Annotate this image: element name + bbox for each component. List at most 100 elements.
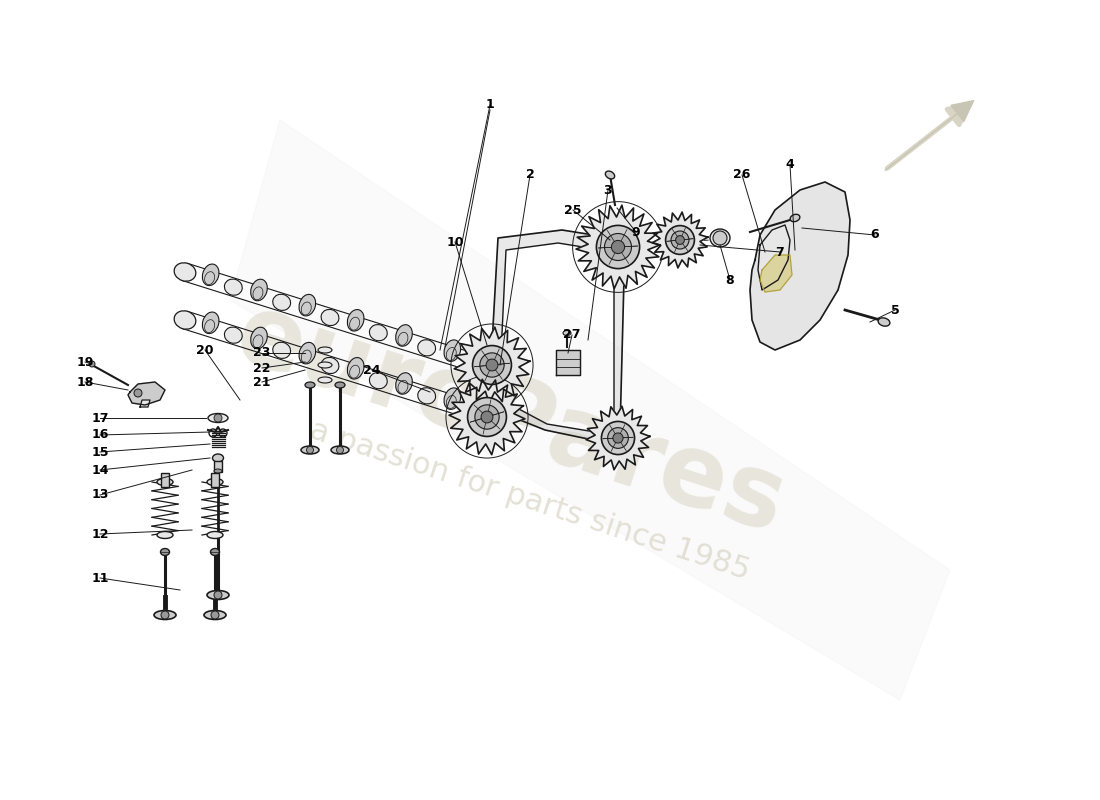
Text: euroPares: euroPares: [223, 286, 796, 554]
Ellipse shape: [251, 279, 267, 301]
Circle shape: [602, 422, 635, 454]
Ellipse shape: [204, 610, 226, 619]
Ellipse shape: [207, 531, 223, 538]
Circle shape: [666, 226, 694, 254]
Circle shape: [675, 235, 684, 245]
Polygon shape: [586, 406, 650, 470]
Polygon shape: [484, 230, 625, 445]
Polygon shape: [556, 350, 580, 375]
Ellipse shape: [212, 454, 223, 462]
Polygon shape: [750, 182, 850, 350]
Ellipse shape: [464, 354, 486, 372]
Ellipse shape: [154, 610, 176, 619]
Text: 4: 4: [785, 158, 794, 171]
Text: 9: 9: [631, 226, 640, 238]
Ellipse shape: [318, 362, 332, 368]
Circle shape: [612, 240, 625, 254]
Circle shape: [89, 361, 95, 367]
Text: 24: 24: [363, 363, 381, 377]
Bar: [214, 461, 222, 472]
Polygon shape: [652, 212, 708, 268]
Ellipse shape: [305, 382, 315, 388]
Text: 25: 25: [564, 203, 582, 217]
Ellipse shape: [464, 402, 486, 420]
Ellipse shape: [370, 373, 387, 389]
Polygon shape: [230, 120, 950, 700]
Circle shape: [713, 231, 727, 245]
Text: 18: 18: [76, 375, 94, 389]
Circle shape: [607, 428, 628, 448]
Polygon shape: [140, 400, 150, 407]
Text: 10: 10: [447, 235, 464, 249]
Circle shape: [214, 591, 222, 599]
Circle shape: [211, 611, 219, 619]
Text: 1: 1: [485, 98, 494, 111]
Ellipse shape: [301, 446, 319, 454]
Text: 27: 27: [563, 329, 581, 342]
Ellipse shape: [563, 330, 571, 335]
Text: 22: 22: [253, 362, 271, 374]
Circle shape: [480, 353, 504, 377]
Ellipse shape: [321, 358, 339, 374]
Ellipse shape: [318, 377, 332, 383]
Ellipse shape: [161, 549, 169, 555]
Ellipse shape: [207, 478, 223, 486]
Ellipse shape: [348, 358, 364, 379]
Text: 3: 3: [604, 183, 613, 197]
Text: 8: 8: [726, 274, 735, 286]
Ellipse shape: [336, 382, 345, 388]
Ellipse shape: [273, 342, 290, 358]
Text: 14: 14: [91, 463, 109, 477]
Circle shape: [134, 389, 142, 397]
Polygon shape: [760, 255, 792, 292]
Text: 12: 12: [91, 527, 109, 541]
Ellipse shape: [878, 318, 890, 326]
Polygon shape: [128, 382, 165, 405]
Circle shape: [307, 446, 314, 454]
Text: 7: 7: [776, 246, 784, 258]
Text: 2: 2: [526, 169, 535, 182]
Ellipse shape: [202, 264, 219, 286]
Circle shape: [214, 414, 222, 422]
Text: 17: 17: [91, 411, 109, 425]
Polygon shape: [758, 225, 790, 290]
Circle shape: [473, 346, 512, 385]
Ellipse shape: [174, 311, 196, 329]
Ellipse shape: [299, 294, 316, 316]
Text: 11: 11: [91, 571, 109, 585]
Ellipse shape: [157, 531, 173, 538]
Polygon shape: [449, 379, 525, 454]
Text: 6: 6: [871, 229, 879, 242]
Ellipse shape: [299, 342, 316, 364]
Ellipse shape: [273, 294, 290, 310]
Ellipse shape: [348, 310, 364, 331]
Ellipse shape: [224, 279, 242, 295]
Ellipse shape: [207, 590, 229, 599]
Circle shape: [161, 611, 169, 619]
Ellipse shape: [321, 310, 339, 326]
Circle shape: [475, 405, 499, 429]
Text: 19: 19: [76, 355, 94, 369]
Ellipse shape: [396, 373, 412, 394]
Text: 21: 21: [253, 375, 271, 389]
Text: 23: 23: [253, 346, 271, 359]
Ellipse shape: [396, 325, 412, 346]
Circle shape: [337, 446, 343, 454]
Ellipse shape: [174, 263, 196, 281]
Circle shape: [605, 234, 631, 261]
Ellipse shape: [710, 229, 730, 247]
Ellipse shape: [202, 312, 219, 334]
Ellipse shape: [790, 214, 800, 222]
Ellipse shape: [208, 414, 228, 422]
Ellipse shape: [444, 388, 461, 410]
Text: 20: 20: [196, 343, 213, 357]
Ellipse shape: [418, 388, 436, 404]
Polygon shape: [576, 205, 660, 289]
Ellipse shape: [224, 327, 242, 343]
Polygon shape: [454, 327, 530, 403]
Text: 13: 13: [91, 489, 109, 502]
Ellipse shape: [318, 347, 332, 353]
Circle shape: [486, 359, 498, 371]
Circle shape: [481, 411, 493, 423]
Ellipse shape: [444, 340, 461, 362]
